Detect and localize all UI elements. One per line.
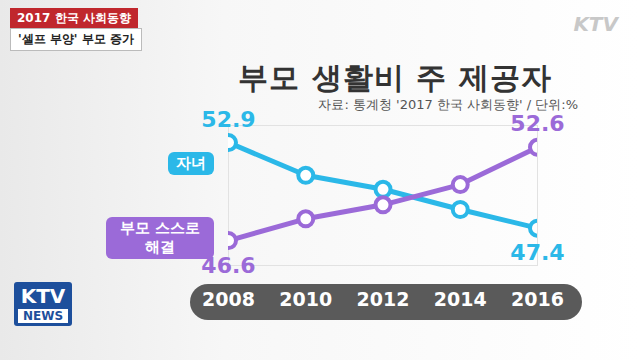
html-text:2017 한국 사회동향: 2017 한국 사회동향 bbox=[17, 11, 131, 25]
svg-text:52.6: 52.6 bbox=[510, 111, 564, 136]
html-text:부모 생활비 주 제공자: 부모 생활비 주 제공자 bbox=[238, 60, 552, 95]
svg-text:52.9: 52.9 bbox=[201, 107, 255, 132]
html-text:자료: 통계청 '2017 한국 사회동향' / 단위:%: 자료: 통계청 '2017 한국 사회동향' / 단위:% bbox=[318, 97, 578, 112]
svg-text:2010: 2010 bbox=[279, 288, 332, 310]
svg-text:2012: 2012 bbox=[357, 288, 410, 310]
svg-text:46.6: 46.6 bbox=[201, 252, 256, 278]
html-text:자녀: 자녀 bbox=[176, 154, 206, 173]
html-text:NEWS: NEWS bbox=[22, 309, 64, 323]
svg-text:2014: 2014 bbox=[434, 288, 487, 310]
svg-text:2008: 2008 bbox=[202, 288, 255, 310]
html-text:KTV: KTV bbox=[573, 12, 618, 36]
html-text:부모 스스로 해결: 부모 스스로 해결 bbox=[119, 219, 201, 257]
svg-text:47.4: 47.4 bbox=[510, 240, 564, 265]
html-text:KTV: KTV bbox=[20, 284, 66, 308]
html-text:'셀프 부양' 부모 증가: '셀프 부양' 부모 증가 bbox=[18, 32, 134, 46]
svg-text:2016: 2016 bbox=[511, 288, 564, 310]
